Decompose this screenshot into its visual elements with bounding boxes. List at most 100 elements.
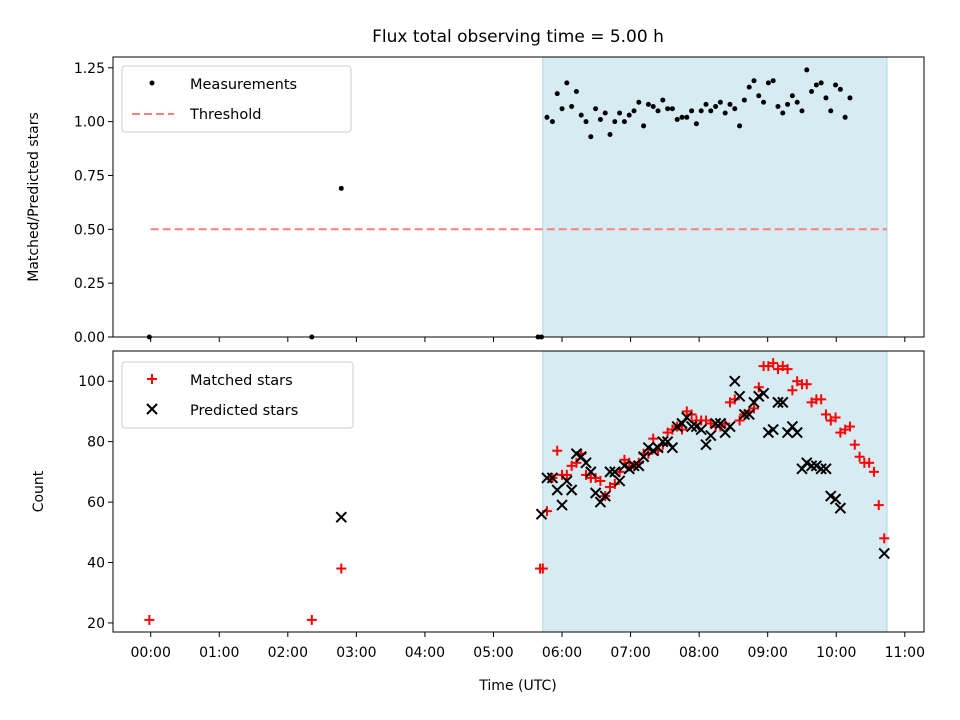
x-tick-label: 09:00 (748, 645, 788, 661)
predicted-star-point (609, 466, 621, 478)
measurement-point (597, 116, 603, 122)
y-ticks-top: 0.00 0.25 0.50 0.75 1.00 1.25 (74, 61, 113, 346)
measurement-point (573, 88, 579, 94)
matched-star-point (748, 403, 759, 414)
matched-star-point (854, 451, 865, 462)
measurement-point (794, 99, 800, 105)
predicted-star-point (772, 396, 784, 409)
matched-star-point (595, 475, 606, 486)
predicted-star-point (565, 484, 578, 496)
matched-star-point (820, 409, 831, 420)
predicted-star-point (777, 396, 789, 409)
measurement-point (823, 95, 829, 101)
measurement-point (665, 106, 671, 112)
predicted-star-point (637, 451, 650, 463)
measurement-point (708, 108, 714, 114)
matched-star-point (844, 421, 855, 432)
matched-star-point (537, 563, 548, 574)
matched-star-point (144, 614, 155, 625)
measurement-point (569, 104, 575, 110)
count-panel: 20 40 60 80 100 00:00 01:00 02:00 03:00 04:00 05:… (31, 350, 925, 694)
measurements-legend-marker (149, 80, 155, 86)
matched-star-point (336, 563, 347, 574)
legend-box-top (121, 65, 352, 133)
measurement-point (554, 91, 560, 97)
predicted-star-point (729, 375, 741, 387)
measurement-point (578, 112, 584, 118)
matched-star-point (306, 614, 317, 625)
x-tick-label: 10:00 (816, 645, 856, 661)
predicted-star-point (878, 547, 890, 560)
measurement-point (751, 78, 757, 84)
predicted-star-point (834, 502, 847, 514)
measurement-point (679, 114, 685, 120)
legend-bottom: Matched stars Predicted stars (121, 361, 354, 429)
matched-legend-marker (147, 374, 157, 384)
measurement-point (588, 134, 594, 140)
chart-title: Flux total observing time = 5.00 h (372, 27, 664, 47)
matched-star-point (729, 394, 740, 405)
predicted-star-point (757, 387, 770, 400)
measurement-point (813, 82, 819, 88)
matched-star-point (648, 433, 659, 444)
predicted-star-point (705, 429, 717, 442)
measurement-point (828, 108, 834, 114)
predicted-stars-points (335, 375, 890, 560)
measurement-point (689, 108, 695, 114)
measurement-point (804, 67, 810, 73)
x-tick-label: 08:00 (679, 645, 719, 661)
x-ticks-bottom: 00:00 01:00 02:00 03:00 04:00 05:00 06:00 07:00… (131, 632, 925, 661)
predicted-star-point (685, 420, 698, 433)
measurement-point (717, 99, 723, 105)
measurement-point (602, 110, 608, 116)
measurement-point (636, 99, 642, 105)
predicted-star-point (561, 475, 573, 487)
measurement-point (698, 108, 704, 114)
y-axis-label-bottom: Count (31, 470, 47, 512)
predicted-star-point (580, 457, 592, 469)
matched-star-point (816, 394, 827, 405)
measurement-point (765, 80, 771, 86)
matched-star-point (686, 409, 697, 420)
y-axis-label-top: Matched/Predicted stars (26, 112, 42, 282)
y-tick-label: 20 (87, 616, 105, 632)
measurement-point (703, 101, 709, 107)
predicted-legend-marker (146, 403, 158, 415)
measurement-point (583, 119, 589, 125)
y-tick-label: 100 (78, 374, 105, 390)
predicted-star-point (767, 423, 779, 436)
predicted-star-point (585, 466, 597, 478)
y-tick-label: 1.25 (74, 61, 105, 77)
measurement-point (746, 84, 752, 90)
predicted-star-point (613, 475, 626, 487)
predicted-star-point (815, 463, 827, 475)
measurement-point (799, 108, 805, 114)
matched-star-point (552, 445, 563, 456)
measurement-point (785, 101, 791, 107)
measurement-point (775, 104, 781, 110)
matched-star-point (734, 415, 745, 426)
matched-star-point (720, 418, 731, 429)
matched-star-point (768, 358, 779, 369)
predicted-star-point (709, 417, 722, 430)
y-tick-label: 60 (87, 495, 105, 511)
measurement-point (655, 108, 661, 114)
measurement-point (559, 106, 565, 112)
legend-matched: Matched stars (190, 373, 293, 389)
measurement-point (650, 104, 656, 110)
legend-measurements: Measurements (190, 77, 297, 93)
measurement-point (722, 110, 728, 116)
matched-star-point (782, 364, 793, 375)
legend-predicted: Predicted stars (190, 403, 298, 419)
measurement-point (549, 119, 555, 125)
y-tick-label: 80 (87, 435, 105, 451)
measurement-point (631, 108, 637, 114)
measurement-point (626, 112, 632, 118)
axes-frame-top (112, 56, 925, 338)
observing-span-top (542, 56, 888, 338)
matched-star-point (830, 412, 841, 423)
x-axis-label: Time (UTC) (478, 678, 556, 694)
measurement-point (674, 116, 680, 122)
x-tick-label: 02:00 (268, 645, 308, 661)
